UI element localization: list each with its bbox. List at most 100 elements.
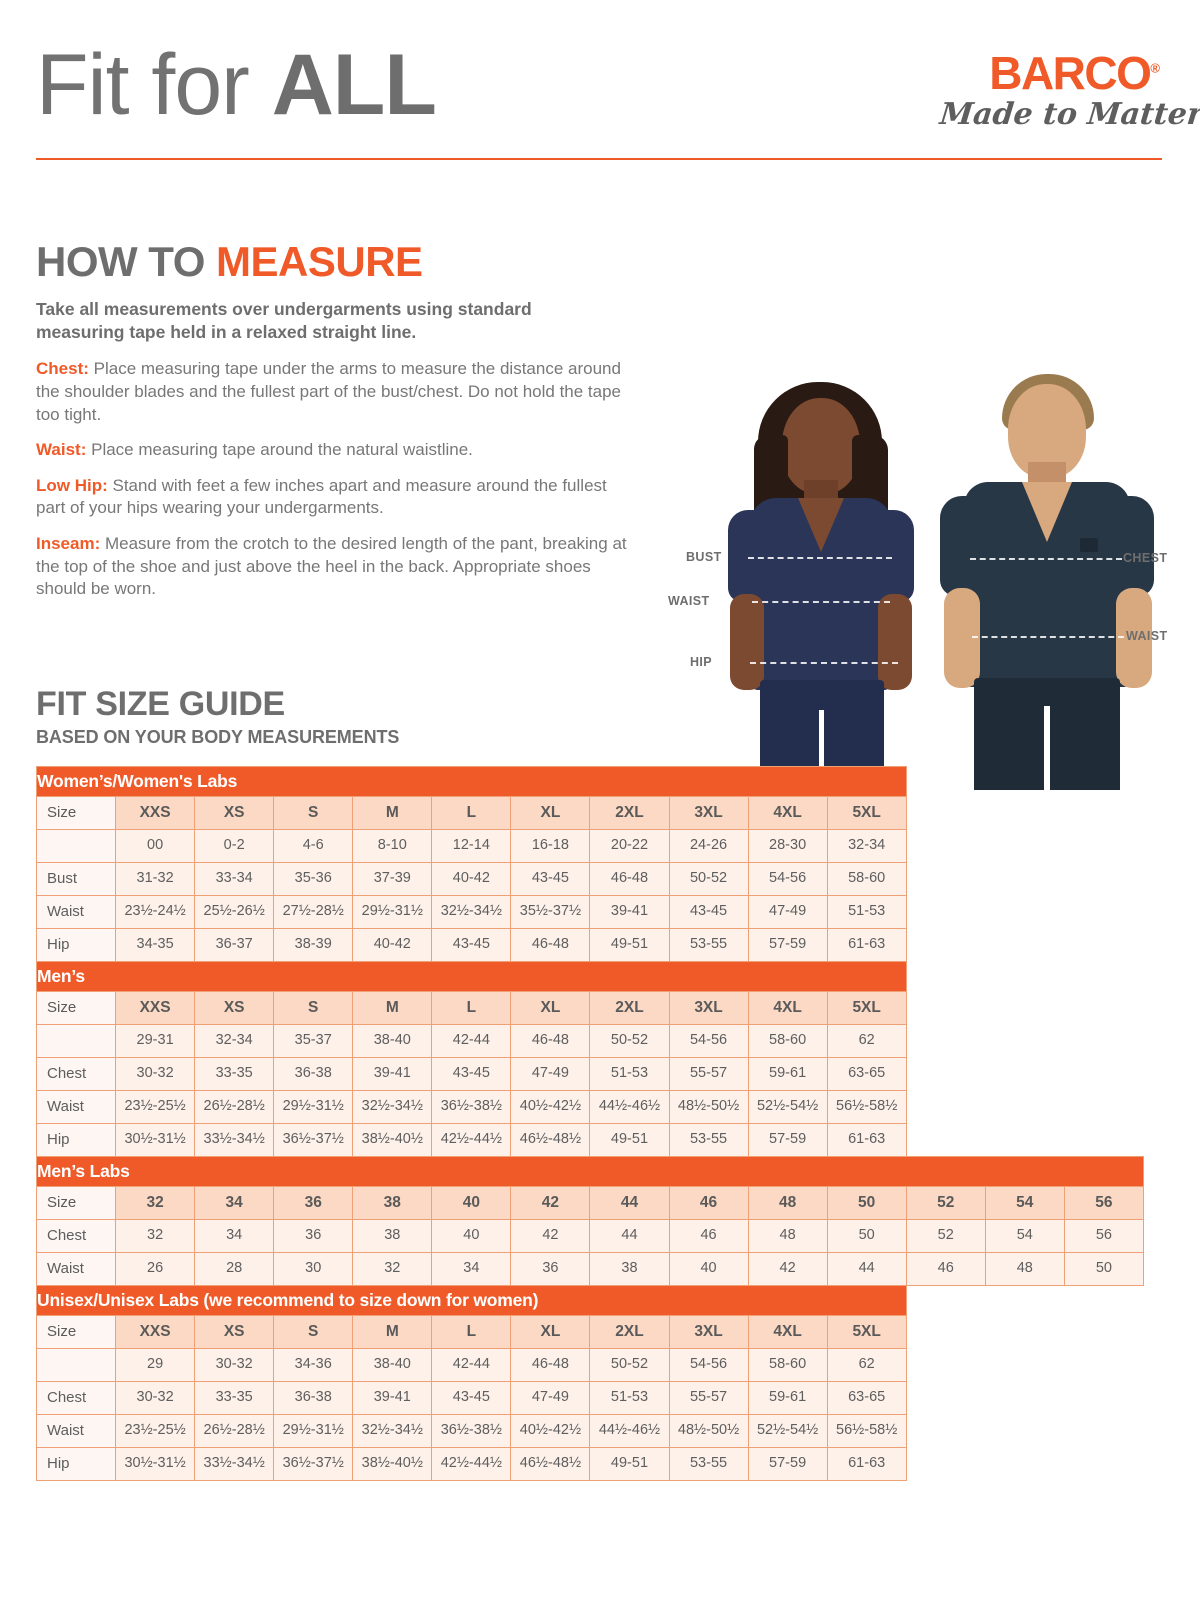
male-sleeve-right xyxy=(1110,496,1154,596)
row-label: Hip xyxy=(35,928,117,962)
label-bust: BUST xyxy=(686,550,722,564)
measurement-cell: 53-55 xyxy=(668,1447,749,1481)
logo-wordmark-text: BARCO xyxy=(989,47,1152,99)
bust-measure-line xyxy=(748,557,892,559)
measurement-cell: 47-49 xyxy=(747,895,828,929)
numeric-size-cell: 24-26 xyxy=(668,829,749,863)
measurement-cell: 31-32 xyxy=(115,862,196,896)
measure-item-label: Low Hip: xyxy=(36,475,108,495)
size-header-cell: 32 xyxy=(115,1186,196,1220)
measurement-cell: 33-35 xyxy=(194,1381,275,1415)
measure-item-chest: Chest: Place measuring tape under the ar… xyxy=(36,358,636,426)
registered-trademark-icon: ® xyxy=(1150,60,1160,76)
measure-item-label: Waist: xyxy=(36,440,87,460)
label-chest: CHEST xyxy=(1123,551,1168,565)
size-header-cell: 42 xyxy=(510,1186,591,1220)
heading-plain: HOW TO xyxy=(36,238,217,285)
size-header-cell: 2XL xyxy=(589,1315,670,1349)
size-header-cell: 3XL xyxy=(668,796,749,830)
measurement-cell: 23½-25½ xyxy=(115,1090,196,1124)
measurement-cell: 35-36 xyxy=(273,862,354,896)
measure-item-text: Place measuring tape around the natural … xyxy=(91,440,473,460)
size-header-cell: 5XL xyxy=(826,1315,907,1349)
measurement-cell: 58-60 xyxy=(826,862,907,896)
male-arm-right xyxy=(1116,588,1152,688)
size-header-cell: S xyxy=(273,1315,354,1349)
measurement-cell: 43-45 xyxy=(431,1381,512,1415)
size-header-cell: S xyxy=(273,991,354,1025)
page-title: Fit for ALL xyxy=(36,42,437,128)
measurement-cell: 50-52 xyxy=(668,862,749,896)
numeric-size-cell: 20-22 xyxy=(589,829,670,863)
section-title: Men’s xyxy=(36,961,907,992)
size-header-cell: 46 xyxy=(668,1186,749,1220)
measurement-cell: 46-48 xyxy=(589,862,670,896)
numeric-size-cell: 0-2 xyxy=(194,829,275,863)
measurement-cell: 23½-25½ xyxy=(115,1414,196,1448)
measurement-cell: 38 xyxy=(352,1219,433,1253)
page-title-bold: ALL xyxy=(271,37,437,133)
numeric-size-cell: 4-6 xyxy=(273,829,354,863)
row-label: Hip xyxy=(35,1123,117,1157)
female-head xyxy=(782,398,860,494)
measurement-cell: 55-57 xyxy=(668,1381,749,1415)
numeric-size-cell: 54-56 xyxy=(668,1348,749,1382)
measurement-cell: 56½-58½ xyxy=(826,1414,907,1448)
numeric-size-cell: 46-48 xyxy=(510,1024,591,1058)
measurement-cell: 44½-46½ xyxy=(589,1414,670,1448)
measurement-cell: 36½-37½ xyxy=(273,1123,354,1157)
numeric-size-cell: 32-34 xyxy=(194,1024,275,1058)
size-header-cell: 4XL xyxy=(747,796,828,830)
measurement-cell: 54-56 xyxy=(747,862,828,896)
measurement-cell: 26½-28½ xyxy=(194,1414,275,1448)
waist-measure-line-female xyxy=(752,601,890,603)
measurement-cell: 32 xyxy=(115,1219,196,1253)
measurement-cell: 36 xyxy=(273,1219,354,1253)
table-section-band: Women’s/Women's Labs xyxy=(36,766,1144,797)
measurement-cell: 52½-54½ xyxy=(747,1090,828,1124)
male-model-figure xyxy=(940,370,1160,790)
measurement-cell: 38½-40½ xyxy=(352,1123,433,1157)
table-row: Hip 30½-31½ 33½-34½ 36½-37½ 38½-40½ 42½-44½ 46… xyxy=(35,1123,1144,1157)
size-header-cell: 4XL xyxy=(747,991,828,1025)
measurement-cell: 44 xyxy=(826,1252,907,1286)
section-title: Unisex/Unisex Labs (we recommend to size… xyxy=(36,1285,907,1316)
numeric-size-cell: 42-44 xyxy=(431,1024,512,1058)
size-header-cell: 34 xyxy=(194,1186,275,1220)
measurement-cell: 40 xyxy=(431,1219,512,1253)
measurement-cell: 43-45 xyxy=(431,928,512,962)
numeric-size-row: 00 0-2 4-6 8-10 12-14 16-18 20-22 24-26 28-30 32-… xyxy=(35,829,1144,863)
measurement-cell: 49-51 xyxy=(589,1123,670,1157)
size-header-cell: XXS xyxy=(115,991,196,1025)
size-header-cell: 50 xyxy=(826,1186,907,1220)
measurement-cell: 42 xyxy=(747,1252,828,1286)
measurement-cell: 38-39 xyxy=(273,928,354,962)
measurement-cell: 52½-54½ xyxy=(747,1414,828,1448)
numeric-size-cell: 8-10 xyxy=(352,829,433,863)
female-sleeve-right xyxy=(874,510,914,602)
table-row: Hip 34-35 36-37 38-39 40-42 43-45 46-48 49-51 53… xyxy=(35,928,1144,962)
measurement-cell: 29½-31½ xyxy=(352,895,433,929)
row-label: Waist xyxy=(35,1414,117,1448)
female-model-figure xyxy=(720,380,935,800)
table-row: Hip 30½-31½ 33½-34½ 36½-37½ 38½-40½ 42½-44½ 46… xyxy=(35,1447,1144,1481)
measurement-cell: 29½-31½ xyxy=(273,1414,354,1448)
measurement-cell: 56 xyxy=(1063,1219,1145,1253)
measurement-cell: 50 xyxy=(826,1219,907,1253)
numeric-size-cell: 58-60 xyxy=(747,1348,828,1382)
measurement-cell: 57-59 xyxy=(747,928,828,962)
measurement-cell: 40½-42½ xyxy=(510,1090,591,1124)
measurement-cell: 46½-48½ xyxy=(510,1447,591,1481)
female-sleeve-left xyxy=(728,510,768,602)
measurement-cell: 33½-34½ xyxy=(194,1447,275,1481)
size-header-cell: 38 xyxy=(352,1186,433,1220)
size-header-cell: 5XL xyxy=(826,991,907,1025)
measurement-cell: 51-53 xyxy=(589,1057,670,1091)
measurement-cell: 35½-37½ xyxy=(510,895,591,929)
size-header-cell: 3XL xyxy=(668,1315,749,1349)
size-header-cell: 56 xyxy=(1063,1186,1145,1220)
barco-logo: BARCO® Made to Matter xyxy=(938,47,1200,150)
table-row: Waist 26 28 30 32 34 36 38 40 42 44 46 48 50 xyxy=(35,1252,1145,1286)
measurement-cell: 30½-31½ xyxy=(115,1447,196,1481)
measurement-cell: 29½-31½ xyxy=(273,1090,354,1124)
